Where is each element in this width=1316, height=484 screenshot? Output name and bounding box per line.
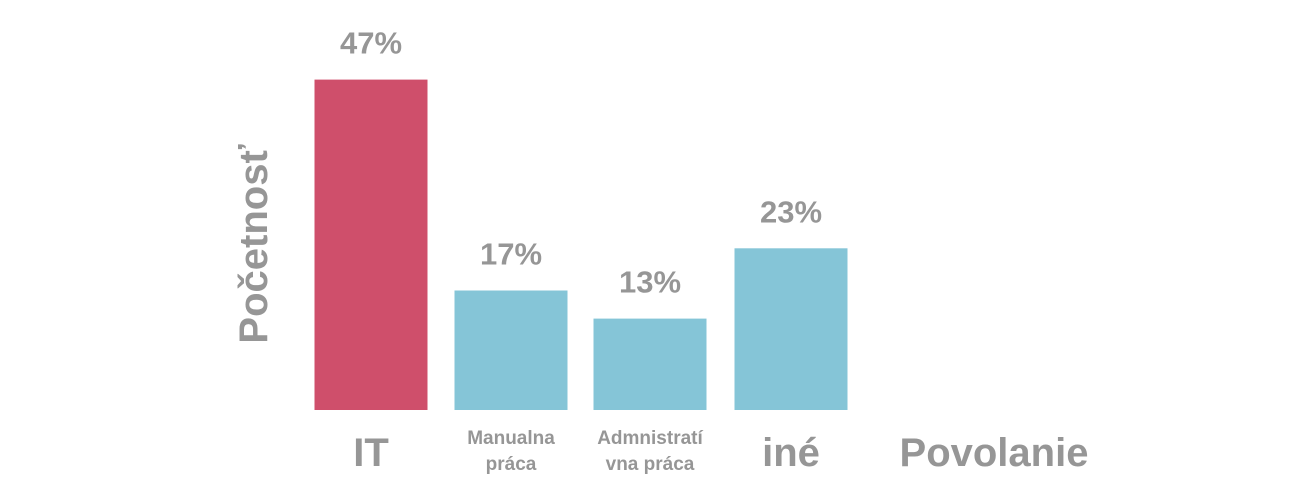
bar-1 bbox=[314, 79, 428, 410]
bars-group bbox=[314, 79, 848, 410]
bar-4 bbox=[734, 248, 848, 410]
value-labels-group: 47% 17% 13% 23% bbox=[340, 26, 822, 300]
x-tick-label-4: iné bbox=[762, 431, 820, 475]
bar-2 bbox=[454, 290, 568, 410]
value-label-2: 17% bbox=[480, 237, 542, 272]
x-tick-label-3: Admnistratí vna práca bbox=[597, 428, 703, 475]
x-axis-title: Povolanie bbox=[900, 431, 1089, 475]
y-axis-title-group: Početnosť bbox=[232, 144, 276, 344]
bar-3 bbox=[593, 318, 707, 410]
x-tick-label-1: IT bbox=[353, 431, 389, 475]
y-axis-title: Početnosť bbox=[232, 144, 276, 344]
x-tick-label-2: Manualna práca bbox=[467, 428, 555, 475]
x-tick-labels-group: IT Manualna práca Admnistratí vna práca iné bbox=[353, 428, 820, 475]
value-label-1: 47% bbox=[340, 26, 402, 61]
value-label-4: 23% bbox=[760, 194, 822, 229]
value-label-3: 13% bbox=[619, 265, 681, 300]
